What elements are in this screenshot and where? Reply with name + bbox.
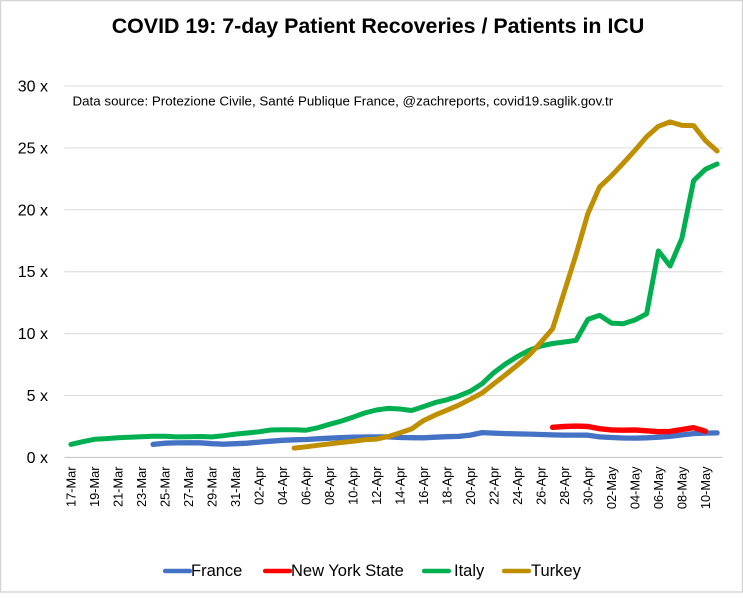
svg-text:02-May: 02-May xyxy=(604,466,619,509)
svg-text:08-May: 08-May xyxy=(674,466,689,509)
svg-text:06-Apr: 06-Apr xyxy=(298,466,313,505)
svg-text:18-Apr: 18-Apr xyxy=(439,466,454,505)
svg-text:28-Apr: 28-Apr xyxy=(557,466,572,505)
svg-text:Turkey: Turkey xyxy=(531,562,582,580)
svg-text:5 x: 5 x xyxy=(27,388,48,405)
svg-text:COVID 19: 7-day Patient Recove: COVID 19: 7-day Patient Recoveries / Pat… xyxy=(112,14,645,38)
svg-text:Italy: Italy xyxy=(454,562,485,580)
svg-text:25 x: 25 x xyxy=(18,140,48,157)
svg-text:17-Mar: 17-Mar xyxy=(63,466,78,507)
svg-text:20 x: 20 x xyxy=(18,202,48,219)
svg-text:29-Mar: 29-Mar xyxy=(204,466,219,507)
svg-text:10-Apr: 10-Apr xyxy=(345,466,360,505)
svg-text:10 x: 10 x xyxy=(18,326,48,343)
svg-text:15 x: 15 x xyxy=(18,264,48,281)
svg-text:Data source: Protezione Civile: Data source: Protezione Civile, Santé Pu… xyxy=(73,94,614,109)
svg-text:25-Mar: 25-Mar xyxy=(157,466,172,507)
svg-text:04-Apr: 04-Apr xyxy=(275,466,290,505)
svg-text:30 x: 30 x xyxy=(18,79,48,96)
svg-text:21-Mar: 21-Mar xyxy=(110,466,125,507)
svg-text:06-May: 06-May xyxy=(651,466,666,509)
svg-text:20-Apr: 20-Apr xyxy=(463,466,478,505)
svg-text:New York State: New York State xyxy=(291,562,404,580)
svg-text:23-Mar: 23-Mar xyxy=(134,466,149,507)
svg-text:31-Mar: 31-Mar xyxy=(228,466,243,507)
svg-text:30-Apr: 30-Apr xyxy=(580,466,595,505)
svg-text:04-May: 04-May xyxy=(627,466,642,509)
svg-text:14-Apr: 14-Apr xyxy=(392,466,407,505)
svg-text:26-Apr: 26-Apr xyxy=(533,466,548,505)
svg-text:16-Apr: 16-Apr xyxy=(416,466,431,505)
svg-text:12-Apr: 12-Apr xyxy=(369,466,384,505)
svg-text:0 x: 0 x xyxy=(27,450,48,467)
svg-text:08-Apr: 08-Apr xyxy=(322,466,337,505)
svg-text:France: France xyxy=(191,562,242,580)
svg-text:19-Mar: 19-Mar xyxy=(87,466,102,507)
svg-text:24-Apr: 24-Apr xyxy=(510,466,525,505)
svg-text:02-Apr: 02-Apr xyxy=(251,466,266,505)
svg-text:22-Apr: 22-Apr xyxy=(486,466,501,505)
svg-text:10-May: 10-May xyxy=(698,466,713,509)
svg-text:27-Mar: 27-Mar xyxy=(181,466,196,507)
